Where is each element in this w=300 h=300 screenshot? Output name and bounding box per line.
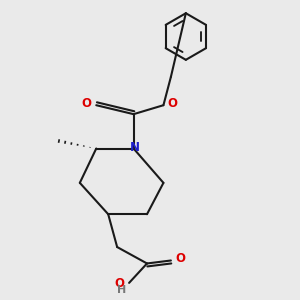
Text: N: N [130, 140, 140, 154]
Text: H: H [117, 285, 126, 295]
Text: O: O [115, 277, 124, 290]
Text: O: O [176, 253, 185, 266]
Text: O: O [82, 97, 92, 110]
Text: O: O [167, 97, 177, 110]
